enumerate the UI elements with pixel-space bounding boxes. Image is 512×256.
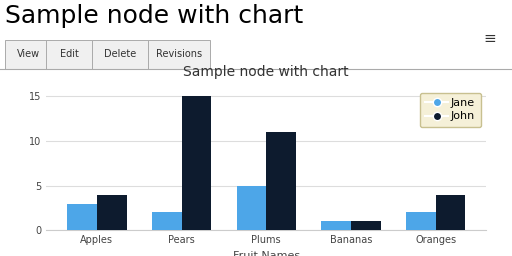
Bar	[322, 221, 351, 230]
Legend: Jane, John: Jane, John	[420, 93, 481, 127]
Bar	[351, 221, 380, 230]
Bar	[152, 212, 182, 230]
Bar	[67, 204, 97, 230]
Bar	[182, 96, 211, 230]
Bar	[266, 132, 296, 230]
Bar	[436, 195, 465, 230]
FancyBboxPatch shape	[148, 40, 210, 69]
Text: Sample node with chart: Sample node with chart	[5, 4, 304, 28]
Text: View: View	[16, 49, 40, 59]
Text: Revisions: Revisions	[156, 49, 202, 59]
Text: Edit: Edit	[60, 49, 78, 59]
Title: Sample node with chart: Sample node with chart	[183, 65, 349, 79]
FancyBboxPatch shape	[92, 40, 148, 69]
Text: Delete: Delete	[104, 49, 136, 59]
Bar	[237, 186, 266, 230]
X-axis label: Fruit Names: Fruit Names	[232, 251, 300, 256]
FancyBboxPatch shape	[46, 40, 92, 69]
FancyBboxPatch shape	[5, 40, 51, 69]
Bar	[406, 212, 436, 230]
Text: ≡: ≡	[484, 31, 497, 46]
Bar	[97, 195, 126, 230]
